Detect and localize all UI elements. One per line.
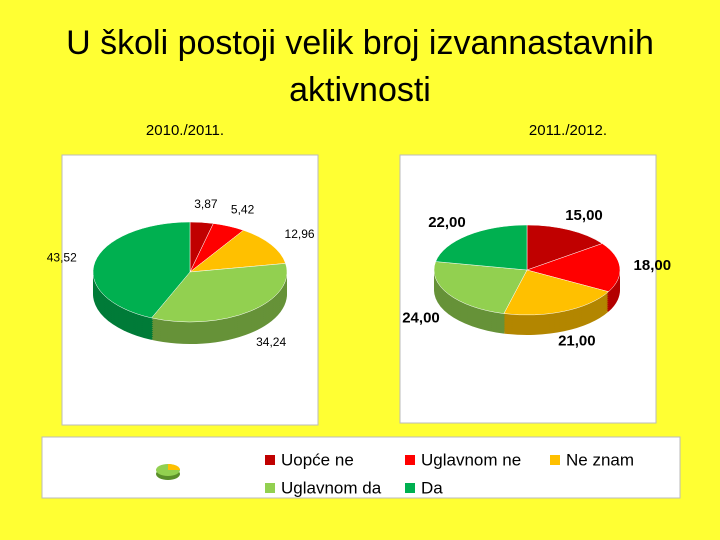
legend-label: Uopće ne bbox=[281, 450, 354, 469]
pie-slice bbox=[503, 269, 610, 316]
legend-label: Uglavnom ne bbox=[421, 450, 521, 469]
data-label: 21,00 bbox=[558, 333, 596, 350]
legend-label: Da bbox=[421, 478, 443, 497]
pie-slice bbox=[189, 229, 286, 273]
data-label: 5,42 bbox=[231, 202, 255, 216]
pie-slice bbox=[151, 263, 288, 323]
pie-slice bbox=[526, 224, 603, 271]
slide-title-line: U školi postoji velik broj izvannastavni… bbox=[66, 24, 654, 109]
legend-swatch bbox=[405, 455, 415, 465]
data-label: 12,96 bbox=[285, 227, 315, 241]
legend-icon bbox=[156, 464, 180, 480]
data-label: 18,00 bbox=[634, 257, 672, 274]
legend-box bbox=[41, 436, 681, 499]
legend-swatch bbox=[265, 483, 275, 493]
data-label: 24,00 bbox=[402, 310, 440, 327]
data-label: 15,00 bbox=[565, 207, 603, 224]
pie-slice bbox=[435, 224, 528, 271]
data-label: 34,24 bbox=[256, 335, 286, 349]
pie-slice bbox=[92, 221, 191, 319]
chart-title: 2010./2011. bbox=[146, 122, 224, 139]
chart-title: 2011./2012. bbox=[529, 122, 607, 139]
legend-swatch bbox=[550, 455, 560, 465]
data-label: 43,52 bbox=[47, 251, 77, 265]
legend-swatch bbox=[265, 455, 275, 465]
data-label: 3,87 bbox=[194, 197, 218, 211]
legend-swatch bbox=[405, 483, 415, 493]
pie-slice bbox=[433, 261, 528, 314]
pie-slice bbox=[526, 243, 621, 292]
legend-label: Uglavnom da bbox=[281, 478, 382, 497]
legend-label: Ne znam bbox=[566, 450, 634, 469]
data-label: 22,00 bbox=[428, 214, 466, 231]
